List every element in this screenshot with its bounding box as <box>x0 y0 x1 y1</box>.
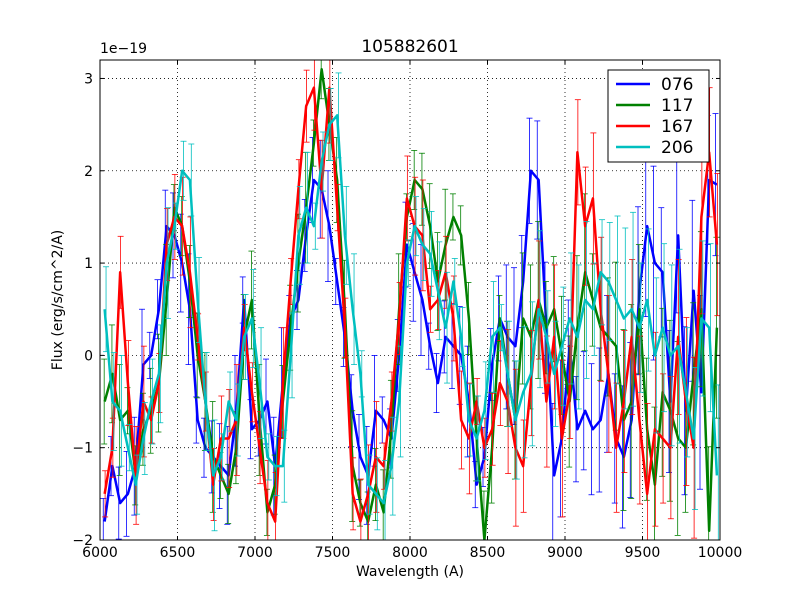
series-206 <box>103 72 720 540</box>
y-tick-label: 3 <box>84 71 93 87</box>
x-tick-label: 7000 <box>237 545 273 561</box>
x-tick-label: 9500 <box>625 545 661 561</box>
x-tick-label: 7500 <box>315 545 351 561</box>
chart-title: 105882601 <box>361 37 458 57</box>
y-offset-label: 1e−19 <box>100 41 147 57</box>
legend-label-206: 206 <box>661 138 693 158</box>
x-tick-label: 8500 <box>470 545 506 561</box>
y-tick-label: −2 <box>72 533 93 549</box>
x-axis-label: Wavelength (A) <box>356 564 464 580</box>
x-tick-label: 8000 <box>392 545 428 561</box>
legend-label-117: 117 <box>661 96 693 116</box>
x-tick-label: 6000 <box>82 545 118 561</box>
y-tick-label: −1 <box>72 441 93 457</box>
x-tick-label: 6500 <box>160 545 196 561</box>
y-tick-label: 0 <box>84 348 93 364</box>
axis-ticks: 6000 6500 7000 7500 8000 8500 9000 9500 10000 −2 −… <box>72 60 742 561</box>
legend-label-167: 167 <box>661 117 693 137</box>
series-layer <box>100 60 720 540</box>
series-line-206 <box>103 114 719 505</box>
y-axis-label: Flux (erg/s/cm^2/A) <box>50 230 66 370</box>
x-tick-label: 9000 <box>547 545 583 561</box>
y-tick-label: 2 <box>84 164 93 180</box>
x-tick-label: 10000 <box>698 545 743 561</box>
y-tick-label: 1 <box>84 256 93 272</box>
legend-label-076: 076 <box>661 75 693 95</box>
